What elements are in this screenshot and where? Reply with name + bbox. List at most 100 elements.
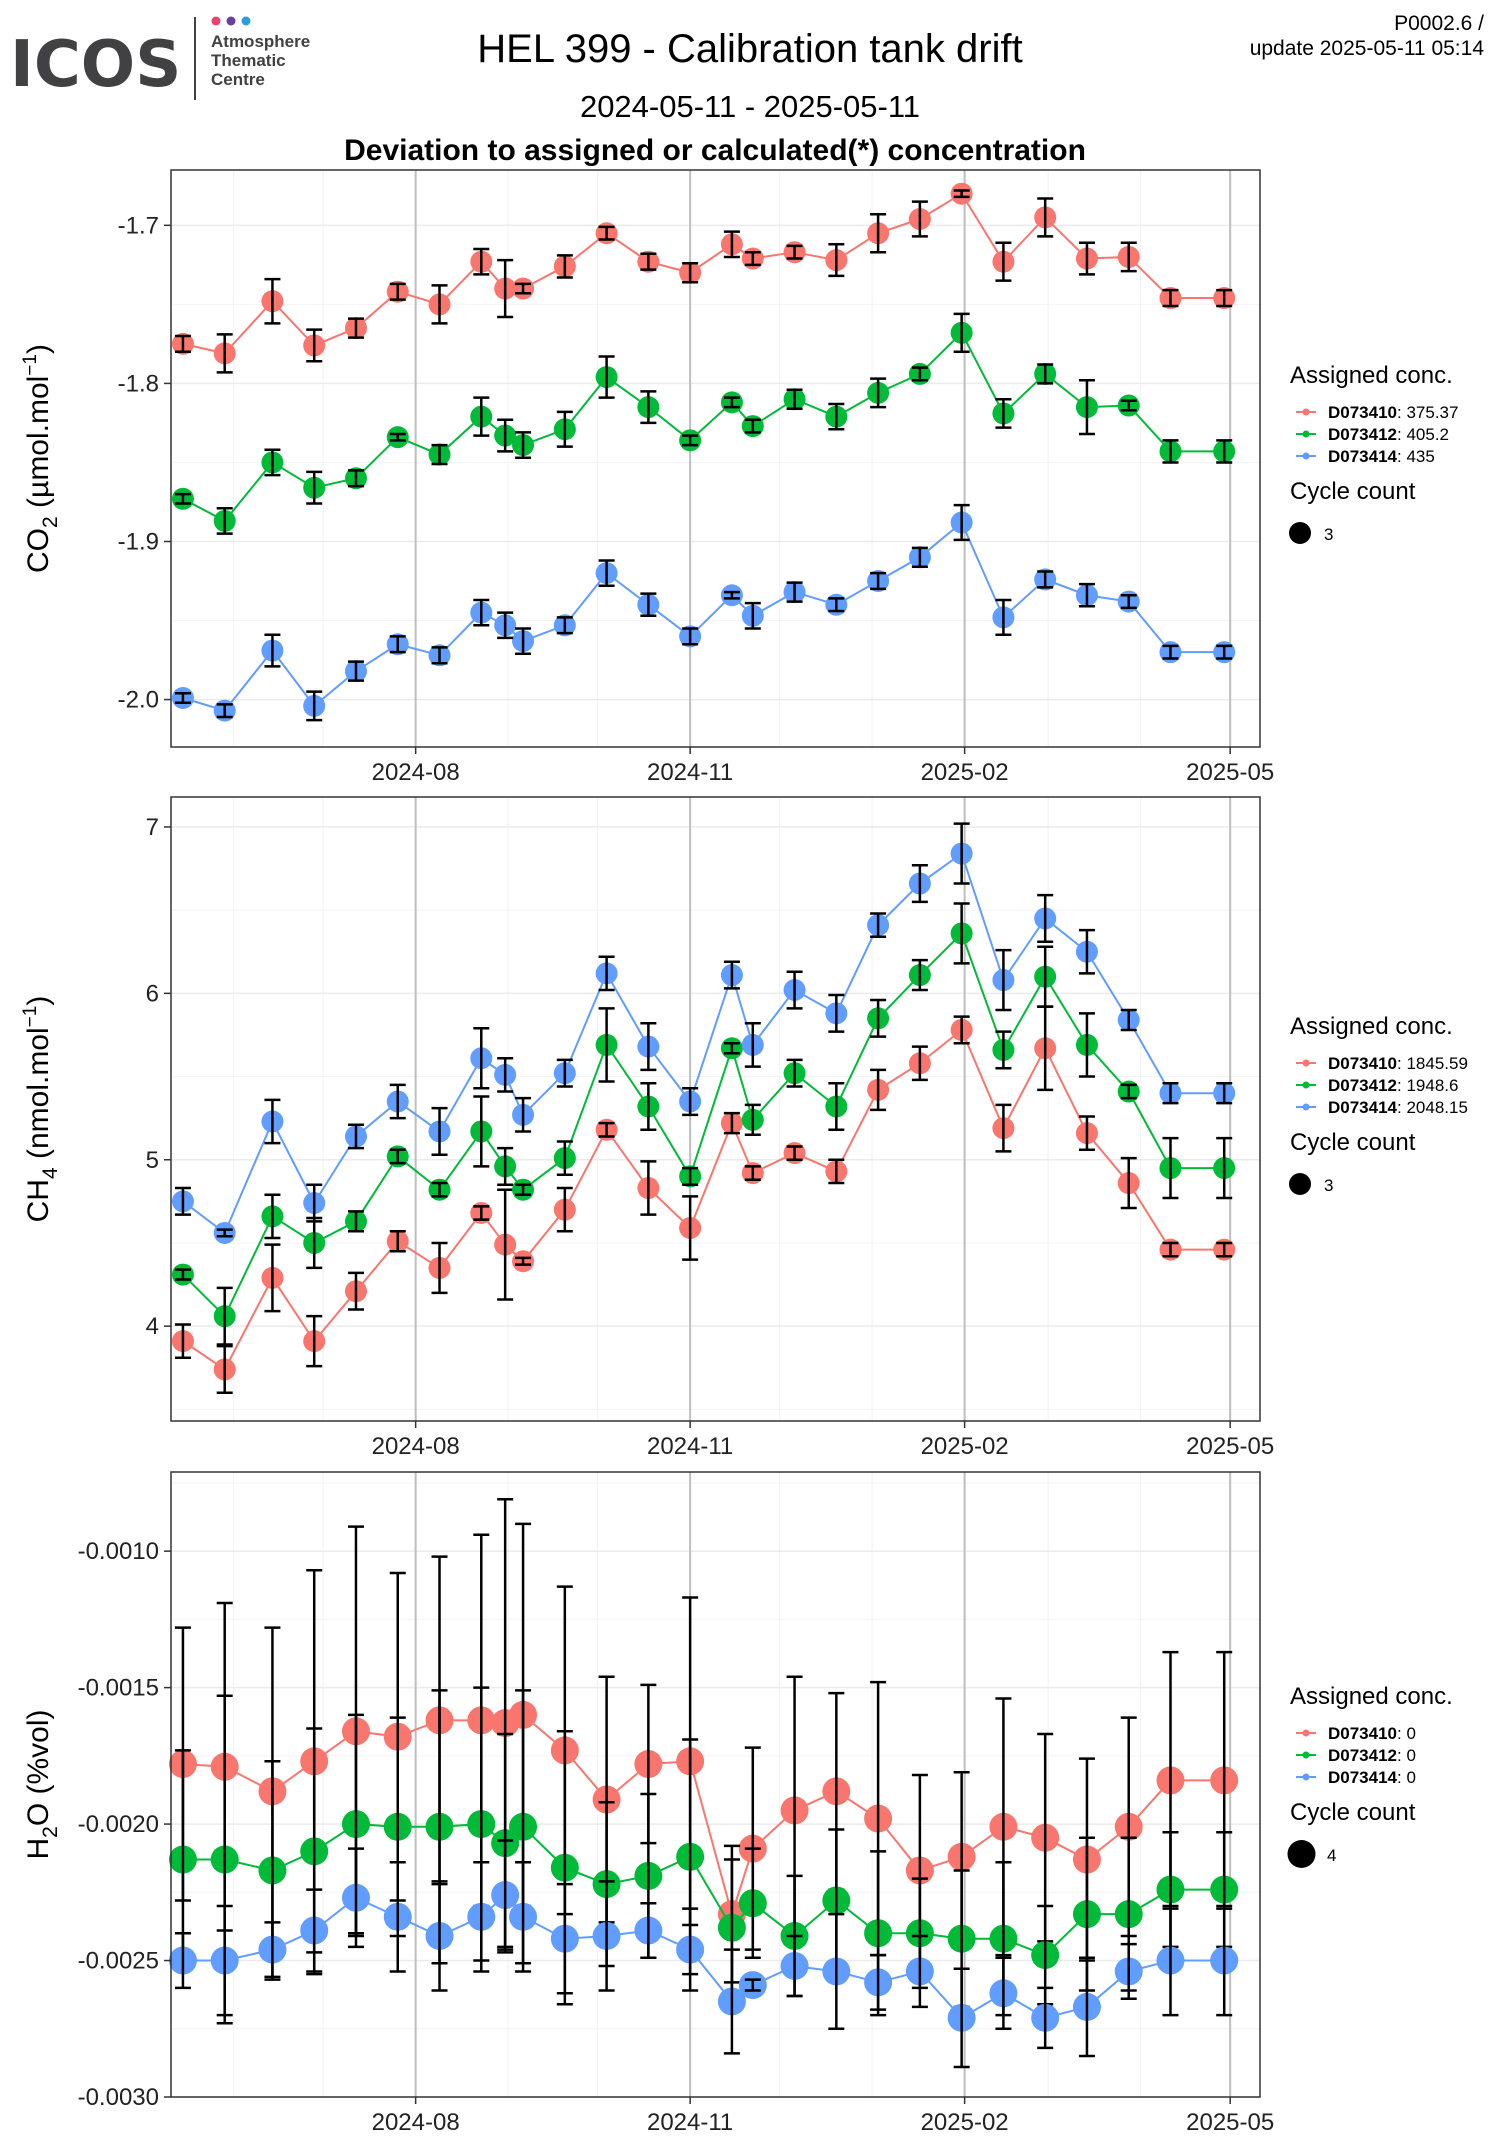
- error-bar: [911, 958, 928, 992]
- error-bar: [1037, 197, 1054, 238]
- error-bar: [1216, 288, 1233, 308]
- legend-entry-value: 0: [1406, 1768, 1415, 1787]
- error-bar: [1037, 1986, 1054, 2050]
- error-bar: [1078, 1012, 1095, 1078]
- plot-border: [170, 169, 1261, 748]
- error-bar: [744, 250, 761, 267]
- error-bar: [744, 1978, 761, 1992]
- x-tick-label: 2025-05: [1186, 2109, 1274, 2136]
- legend-entry: D073410: 0: [1328, 1724, 1416, 1743]
- legend-key-dot: [1302, 1729, 1310, 1737]
- legend-key-dot: [1302, 1103, 1310, 1111]
- series-D073412: [171, 902, 1236, 1346]
- error-bar: [598, 955, 615, 992]
- error-bar: [473, 1861, 490, 1973]
- y-tick-label: -1.8: [118, 370, 159, 397]
- error-bar: [828, 1158, 845, 1185]
- legend-size-key: [1287, 1840, 1316, 1868]
- series-line: [182, 192, 1225, 355]
- legend-entry-colon: :: [1397, 1054, 1406, 1073]
- y-axis-title: H2O (%vol): [22, 1709, 62, 1859]
- error-bar: [174, 692, 191, 704]
- error-bar: [1120, 399, 1137, 412]
- legend-key-dot: [1302, 1059, 1310, 1067]
- ref-line-1: P0002.6 /: [1394, 12, 1484, 35]
- error-bar: [598, 355, 615, 399]
- error-bar: [953, 312, 970, 354]
- error-bar: [216, 1228, 233, 1238]
- error-bar: [473, 396, 490, 437]
- error-bar: [786, 581, 803, 603]
- logo-text: ICOS: [10, 28, 181, 102]
- series-D073414: [171, 822, 1236, 1244]
- series-line: [182, 1713, 1225, 1918]
- error-bar: [995, 1956, 1012, 2031]
- logo-sub-line: Thematic: [211, 51, 286, 70]
- error-bar: [389, 1083, 406, 1120]
- error-bar: [1162, 1904, 1179, 2017]
- error-bar: [953, 902, 970, 965]
- legend-title: Assigned conc.: [1290, 362, 1453, 389]
- legend-entry-colon: :: [1397, 1768, 1406, 1787]
- error-bar: [347, 317, 364, 339]
- error-bar: [723, 1111, 740, 1135]
- error-bar: [515, 1256, 532, 1266]
- error-bar: [264, 277, 281, 325]
- error-bar: [497, 258, 514, 319]
- y-tick-label: -1.9: [118, 528, 159, 555]
- legend-size-value: 3: [1324, 1176, 1333, 1195]
- legend-entry-name: D073414: [1328, 1768, 1398, 1787]
- error-bar: [723, 590, 740, 600]
- page-title: HEL 399 - Calibration tank drift: [477, 27, 1022, 71]
- error-bar: [473, 247, 490, 276]
- error-bar: [870, 1068, 887, 1112]
- legend-entry: D073412: 405.2: [1328, 425, 1449, 444]
- legend-size-value: 3: [1324, 525, 1333, 544]
- error-bar: [306, 1183, 323, 1223]
- error-bar: [995, 948, 1012, 1012]
- series-line: [182, 520, 1225, 712]
- error-bar: [431, 1106, 448, 1157]
- legend-entry: D073412: 0: [1328, 1746, 1416, 1765]
- error-bar: [870, 377, 887, 409]
- y-tick-label: -2.0: [118, 687, 159, 714]
- error-bar: [216, 507, 233, 535]
- error-bar: [1120, 1083, 1137, 1100]
- error-bar: [786, 388, 803, 410]
- error-bar: [640, 1081, 657, 1132]
- error-bar: [1120, 1008, 1137, 1032]
- error-bar: [174, 1931, 191, 1990]
- error-bar: [389, 432, 406, 442]
- error-bar: [264, 1243, 281, 1313]
- error-bar: [1037, 893, 1054, 944]
- error-bar: [723, 230, 740, 259]
- legend-entry-colon: :: [1397, 447, 1406, 466]
- error-bar: [744, 1847, 761, 1960]
- error-bar: [828, 243, 845, 278]
- legend-entry-colon: :: [1397, 403, 1406, 422]
- error-bar: [556, 1058, 573, 1088]
- y-axis-title-part: (µmol.mol: [22, 376, 55, 517]
- icos-logo: ICOS Atmosphere Thematic Centre: [10, 16, 310, 102]
- error-bar: [870, 912, 887, 939]
- logo-dot-icon: [241, 16, 251, 26]
- error-bar: [1162, 644, 1179, 660]
- y-axis-title-part: ): [22, 344, 55, 354]
- legend-key-dot: [1302, 408, 1310, 416]
- error-bar: [497, 611, 514, 640]
- chart-panel: -2.0 -1.9 -1.8 -1.7 2024-08 2024-11 2025-02 202…: [20, 169, 1458, 786]
- error-bar: [870, 1953, 887, 2011]
- error-bar: [431, 1880, 448, 1992]
- error-bar: [216, 333, 233, 374]
- y-tick-label: 6: [146, 980, 159, 1007]
- legend-title: Assigned conc.: [1290, 1683, 1453, 1710]
- error-bar: [264, 1098, 281, 1145]
- error-bar: [786, 970, 803, 1010]
- error-bar: [515, 282, 532, 295]
- error-bar: [431, 284, 448, 325]
- error-bar: [1078, 582, 1095, 608]
- series-line: [182, 1028, 1225, 1371]
- legend-entry-value: 2048.15: [1406, 1098, 1467, 1117]
